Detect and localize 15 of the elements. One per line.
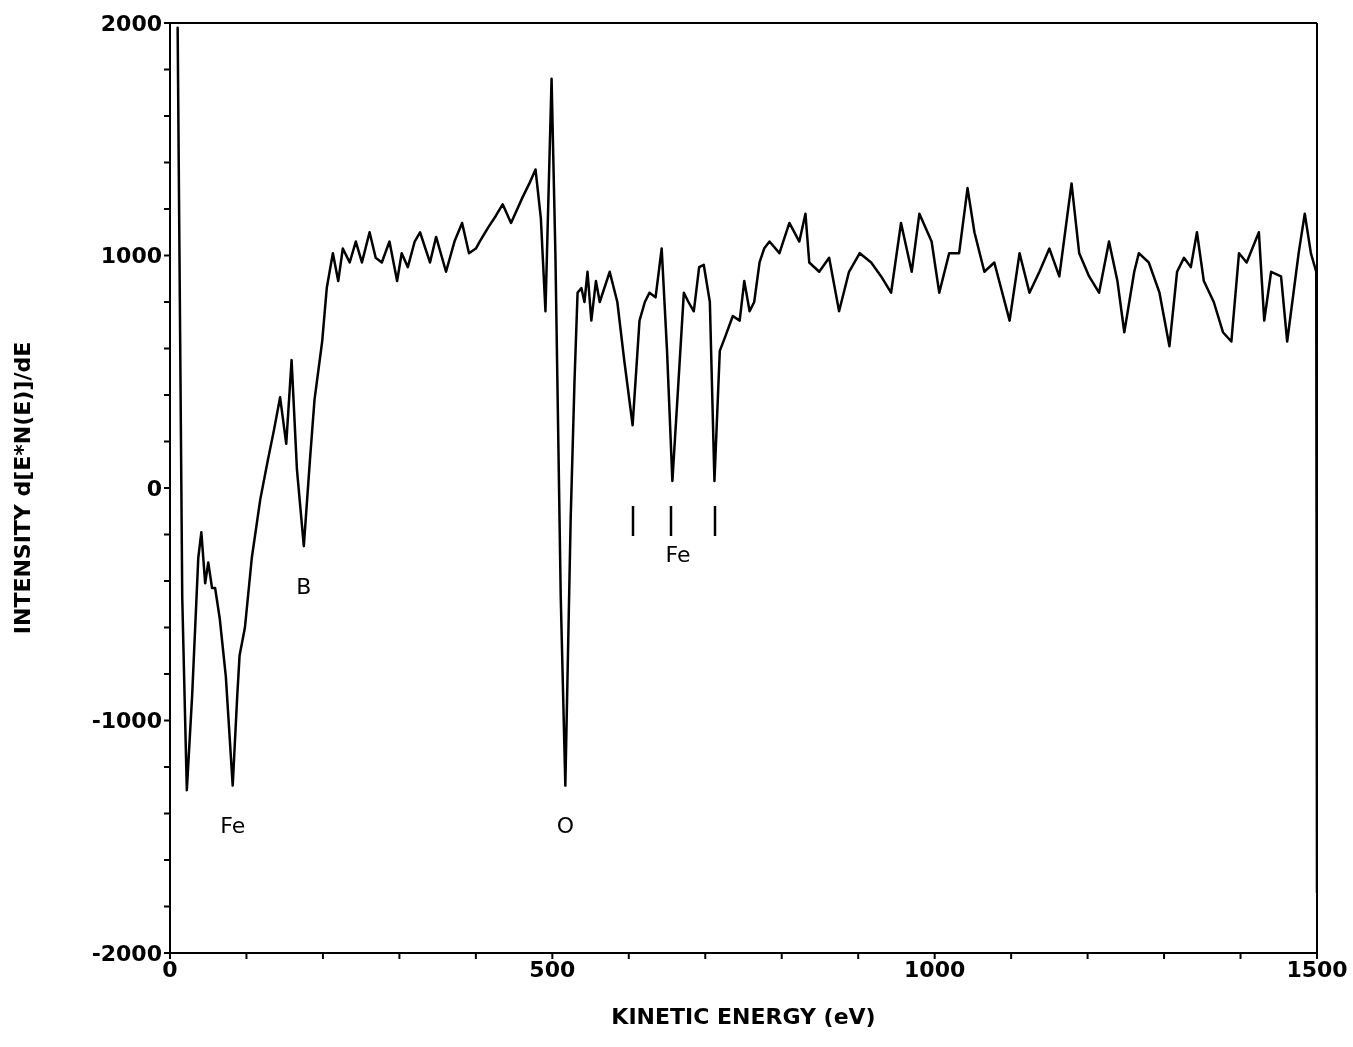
y-tick-label: -1000: [91, 708, 162, 734]
annotation: O: [556, 813, 574, 839]
annotation: Fe: [220, 813, 246, 839]
x-tick-label: 1500: [1286, 956, 1348, 982]
y-tick-label: 0: [146, 475, 162, 501]
y-tick-label: 2000: [100, 10, 162, 36]
annotation: Fe: [664, 542, 692, 568]
y-tick-label: 1000: [100, 243, 162, 269]
annotation: B: [296, 573, 312, 599]
x-tick-label: 1000: [904, 956, 966, 982]
x-axis-title: KINETIC ENERGY (eV): [611, 1004, 876, 1029]
y-axis-title: INTENSITY d[E*N(E)]/dE: [9, 341, 35, 635]
x-tick-label: 0: [162, 956, 178, 982]
y-tick-label: -2000: [91, 940, 162, 966]
x-tick-label: 500: [529, 956, 576, 982]
